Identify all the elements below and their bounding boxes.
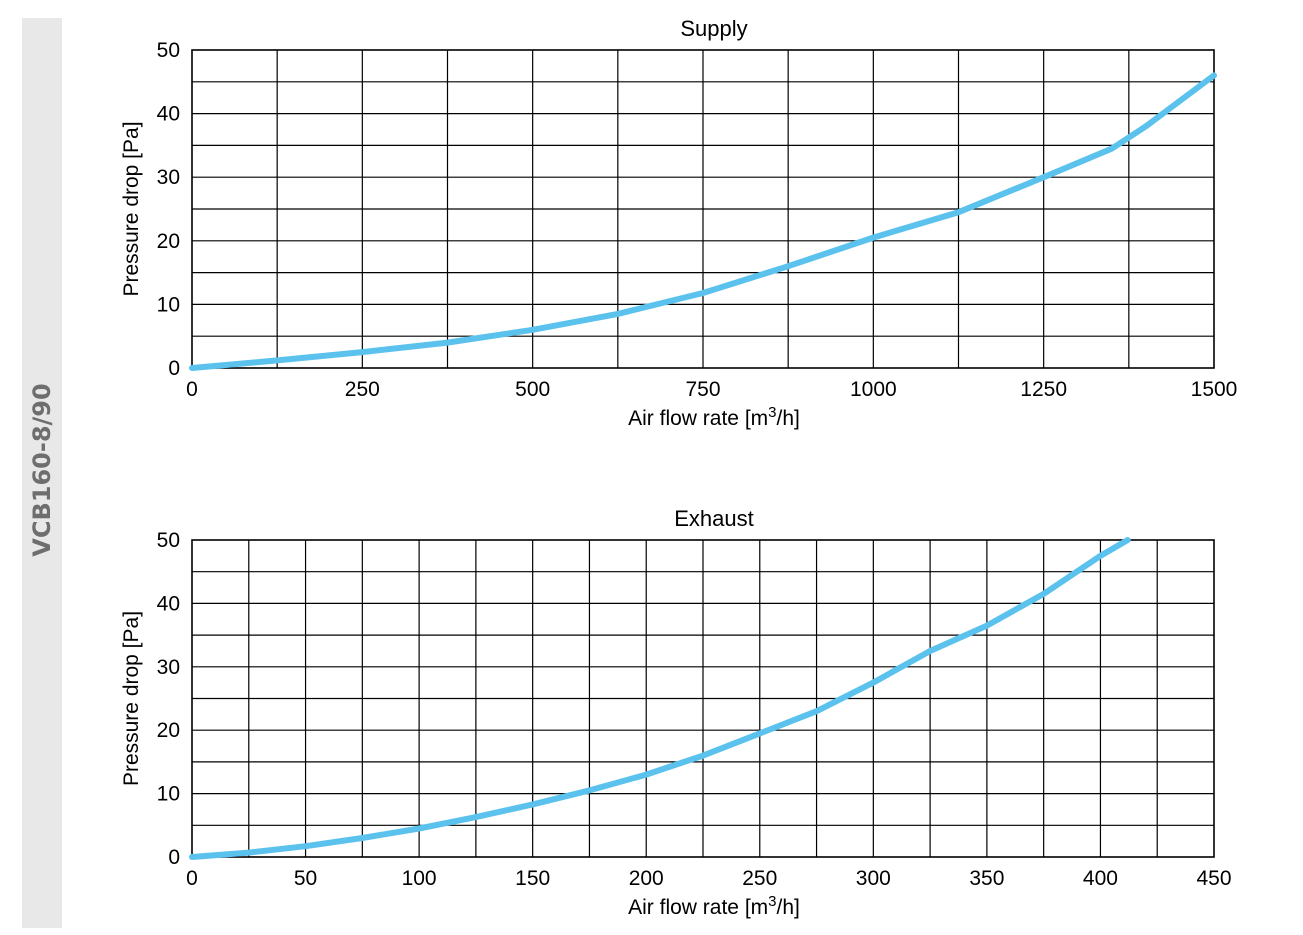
chart2-y-tick-label: 0 [168, 846, 180, 869]
chart2-x-tick-label: 150 [515, 867, 550, 890]
chart2-y-tick-label: 10 [157, 783, 180, 806]
chart1-y-tick-label: 50 [157, 39, 180, 62]
chart1-title: Supply [680, 16, 747, 41]
chart1-x-tick-label: 0 [186, 378, 198, 401]
chart1-y-tick-label: 30 [157, 166, 180, 189]
chart2-series-line [189, 537, 1131, 860]
chart2-x-tick-label: 100 [402, 867, 437, 890]
chart2-y-tick-label: 40 [157, 592, 180, 615]
chart2-y-tick-label: 50 [157, 529, 180, 552]
chart2-y-axis-label: Pressure drop [Pa] [120, 611, 143, 786]
chart1-x-tick-label: 1000 [850, 378, 897, 401]
chart1-plot-frame [191, 49, 1215, 369]
chart2-y-tick-label: 30 [157, 656, 180, 679]
chart1-y-tick-label: 10 [157, 293, 180, 316]
chart1-x-tick-label: 250 [345, 378, 380, 401]
chart2-x-tick-label: 450 [1196, 867, 1231, 890]
chart2-x-tick-label: 350 [969, 867, 1004, 890]
chart2-x-tick-label: 250 [742, 867, 777, 890]
chart2-y-tick-label: 20 [157, 719, 180, 742]
chart2-x-tick-label: 50 [294, 867, 317, 890]
chart2-x-tick-label: 400 [1083, 867, 1118, 890]
chart2-x-tick-label: 300 [856, 867, 891, 890]
chart2-title: Exhaust [674, 506, 754, 531]
chart1-x-tick-label: 1250 [1020, 378, 1067, 401]
chart1-y-tick-label: 0 [168, 357, 180, 380]
chart1-y-tick-label: 40 [157, 103, 180, 126]
chart1-x-tick-label: 750 [685, 378, 720, 401]
chart2-x-axis-label: Air flow rate [m3/h] [628, 893, 800, 919]
chart1-x-axis-label: Air flow rate [m3/h] [628, 404, 800, 430]
chart2-x-tick-label: 200 [629, 867, 664, 890]
chart1-series-line [189, 72, 1217, 371]
chart2-x-tick-label: 0 [186, 867, 198, 890]
chart2-plot-frame [191, 539, 1215, 858]
chart1-y-axis-label: Pressure drop [Pa] [120, 121, 143, 296]
chart1-x-tick-label: 1500 [1191, 378, 1238, 401]
side-label-bar [22, 18, 62, 928]
chart1-y-tick-label: 20 [157, 230, 180, 253]
chart1-x-tick-label: 500 [515, 378, 550, 401]
